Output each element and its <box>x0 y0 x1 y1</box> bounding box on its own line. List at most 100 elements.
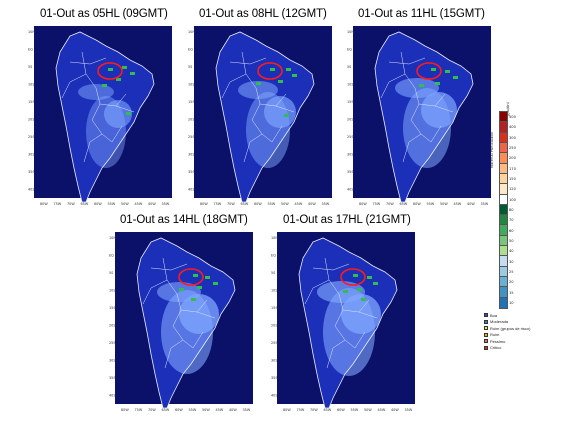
colorbar-level-label: 500 <box>509 115 516 120</box>
lon-tick-label: 70W <box>310 408 318 412</box>
lon-tick-label: 65W <box>400 202 408 206</box>
pollution-hotspot <box>256 82 261 85</box>
map-panel-5: 10N EQ 5S 10S 15S 20S 25S 30S 35S 40S 80W 75W 70W 65W… <box>269 228 419 414</box>
legend-swatch <box>484 313 488 317</box>
lon-tick-label: 45W <box>135 202 143 206</box>
pollution-hotspot <box>179 288 184 291</box>
lat-tick-label: 20S <box>109 324 115 328</box>
lat-tick-label: 40S <box>188 188 194 192</box>
map-canvas: 10N EQ 5S 10S 15S 20S 25S 30S 35S 40S 80W 75W 70W 65W… <box>28 26 172 206</box>
colorbar-swatch <box>499 286 508 299</box>
panel-title-4: 01-Out as 14HL (18GMT) <box>120 214 248 226</box>
lat-tick-label: 20S <box>188 118 194 122</box>
colorbar-level-label: 100 <box>509 197 516 202</box>
lat-tick-label: 40S <box>347 188 353 192</box>
lat-tick-label: 35S <box>347 170 353 174</box>
colorbar-swatch <box>499 193 508 207</box>
lat-tick-label: 30S <box>109 359 115 363</box>
legend-swatch <box>484 345 488 350</box>
country-border <box>164 339 184 369</box>
lon-tick-label: 75W <box>54 202 62 206</box>
lon-tick-label: 70W <box>386 202 394 206</box>
lon-tick-label: 65W <box>81 202 89 206</box>
smoke-plume <box>317 281 365 303</box>
pollution-hotspot <box>122 66 127 69</box>
lon-tick-label: 55W <box>108 202 116 206</box>
lat-tick-label: 10N <box>271 236 278 240</box>
lon-tick-label: 60W <box>94 202 102 206</box>
colorbar-level-label: 200 <box>509 156 516 161</box>
country-border <box>241 51 261 121</box>
lat-tick-label: 15S <box>109 306 115 310</box>
lon-tick-label: 40W <box>148 202 156 206</box>
pollution-hotspot <box>419 84 424 87</box>
country-border <box>358 311 378 319</box>
colorbar-swatch <box>499 214 508 227</box>
pollution-hotspot <box>278 80 283 83</box>
lon-tick-label: 80W <box>283 408 291 412</box>
lat-tick-label: 35S <box>271 376 277 380</box>
map-canvas: 10N EQ 5S 10S 15S 20S 25S 30S 35S 40S 80W 75W 70W 65W… <box>271 232 415 412</box>
pollution-hotspot <box>102 84 107 87</box>
pollution-hotspot <box>108 68 113 71</box>
colorbar-level-label: 70 <box>509 218 514 223</box>
lon-tick-label: 55W <box>351 408 359 412</box>
pollution-hotspot <box>205 276 210 279</box>
coastline <box>136 237 236 409</box>
lat-tick-label: EQ <box>347 48 352 52</box>
colorbar-swatch <box>499 255 508 268</box>
map-canvas: 10N EQ 5S 10S 15S 20S 25S 30S 35S 40S 80W 75W 70W 65W… <box>347 26 491 206</box>
lat-tick-label: 15S <box>188 100 194 104</box>
country-border <box>81 51 101 121</box>
pollution-hotspot <box>373 282 378 285</box>
country-border <box>312 263 350 271</box>
country-border <box>69 57 107 65</box>
country-border <box>326 339 346 369</box>
lat-tick-label: 35S <box>188 170 194 174</box>
coastline <box>55 31 155 203</box>
smoke-plume <box>104 100 132 128</box>
map-panel-2: 10N EQ 5S 10S 15S 20S 25S 30S 35S 40S 80W 75W 70W 65W… <box>186 22 336 208</box>
country-border <box>229 57 267 65</box>
lat-tick-label: EQ <box>271 254 276 258</box>
lat-tick-label: 5S <box>347 65 351 69</box>
lon-tick-label: 45W <box>454 202 462 206</box>
colorbar-swatch <box>499 245 508 258</box>
lon-tick-label: 35W <box>405 408 413 412</box>
lat-tick-label: 35S <box>28 170 34 174</box>
lon-tick-label: 35W <box>322 202 330 206</box>
colorbar-swatch <box>499 172 508 186</box>
country-border <box>115 105 135 113</box>
colorbar-quantity: Material Particulado <box>490 132 494 168</box>
lon-tick-label: 45W <box>378 408 386 412</box>
legend-label: Boa <box>490 312 498 318</box>
colorbar-level-label: 20 <box>509 280 514 285</box>
legend-label: Moderada <box>490 319 509 324</box>
country-border <box>221 73 247 99</box>
lon-tick-label: 45W <box>295 202 303 206</box>
lon-tick-label: 40W <box>308 202 316 206</box>
lon-tick-label: 60W <box>413 202 421 206</box>
pollution-hotspot <box>116 78 121 81</box>
lat-tick-label: 5S <box>109 271 113 275</box>
lat-tick-label: 40S <box>109 394 115 398</box>
lon-tick-label: 45W <box>216 408 224 412</box>
legend-item: Critico <box>484 345 501 351</box>
lat-tick-label: 20S <box>347 118 353 122</box>
lon-tick-label: 40W <box>467 202 475 206</box>
country-border <box>354 331 366 349</box>
lon-tick-label: 35W <box>481 202 489 206</box>
map-panel-3: 10N EQ 5S 10S 15S 20S 25S 30S 35S 40S 80W 75W 70W 65W… <box>345 22 495 208</box>
legend-item: Pessimo <box>484 338 505 344</box>
pollution-hotspot <box>286 68 291 71</box>
panel-title-1: 01-Out as 05HL (09GMT) <box>40 8 168 20</box>
colorbar-swatch <box>499 141 508 155</box>
lon-tick-label: 55W <box>268 202 276 206</box>
lon-tick-label: 35W <box>243 408 251 412</box>
country-border <box>400 51 420 121</box>
smoke-plume <box>179 294 219 334</box>
colorbar-level-label: 400 <box>509 125 516 130</box>
pollution-hotspot <box>213 282 218 285</box>
colorbar-swatch <box>499 162 508 176</box>
lon-tick-label: 80W <box>200 202 208 206</box>
